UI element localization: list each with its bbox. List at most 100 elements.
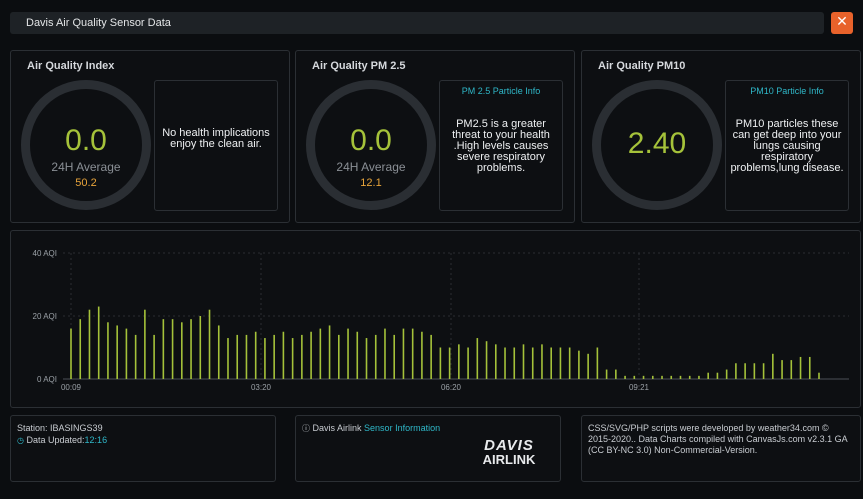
gauge-value: 0.0 — [65, 124, 107, 157]
info-link[interactable]: PM10 Particle Info — [750, 86, 824, 96]
chart-bar — [356, 331, 359, 379]
chart-bar — [578, 350, 580, 379]
chart-bar — [88, 309, 91, 379]
station-label: Station: — [17, 423, 48, 433]
chart-bar — [97, 306, 100, 379]
chart-bar — [688, 375, 691, 379]
chart-bar — [587, 353, 589, 379]
sensor-info-link[interactable]: Sensor Information — [364, 423, 441, 433]
panel-title: Air Quality Index — [27, 60, 115, 72]
gauge-subtitle: 24H Average — [336, 160, 406, 174]
chart-bar — [762, 363, 765, 379]
chart-bar — [679, 375, 682, 379]
y-tick-label: 20 AQI — [33, 312, 57, 321]
chart-bar — [384, 328, 386, 379]
info-text: PM2.5 is a greater threat to your health… — [452, 118, 550, 174]
page-title: Davis Air Quality Sensor Data — [26, 17, 171, 29]
updated-time: 12:16 — [84, 435, 108, 445]
info-box: PM 2.5 Particle Info PM2.5 is a greater … — [439, 80, 563, 211]
chart-bar — [347, 328, 349, 379]
airlink-label: Davis Airlink — [312, 423, 362, 433]
chart-bar — [264, 338, 266, 379]
chart-y-labels: 0 AQI 20 AQI 40 AQI — [33, 249, 57, 384]
chart-bar — [531, 347, 534, 379]
chart-bar — [144, 309, 146, 379]
chart-bar — [467, 347, 469, 379]
chart-bar — [651, 375, 654, 379]
chart-bar — [707, 372, 709, 379]
chart-bar — [134, 334, 137, 379]
chart-bar — [818, 372, 820, 379]
chart-bar — [301, 334, 303, 379]
chart-bar — [790, 360, 793, 379]
chart-bar — [393, 334, 396, 379]
close-icon: ✕ — [836, 14, 848, 30]
gauge-value: 0.0 — [350, 124, 392, 157]
header-bar: Davis Air Quality Sensor Data — [10, 12, 824, 34]
x-tick-label: 00:09 — [61, 383, 82, 392]
chart-bar — [125, 328, 128, 379]
chart-bar — [799, 356, 802, 379]
info-link[interactable]: PM 2.5 Particle Info — [461, 86, 541, 96]
chart-bar — [199, 316, 202, 379]
close-button[interactable]: ✕ — [831, 12, 853, 34]
chart-bar — [642, 375, 645, 379]
chart-bar — [227, 338, 229, 379]
chart-bar — [245, 334, 248, 379]
chart-bar — [291, 338, 294, 379]
chart-bar — [476, 338, 479, 379]
chart-bar — [615, 369, 617, 379]
chart-bar — [171, 319, 174, 379]
chart-bar — [808, 356, 811, 379]
chart-bar — [596, 347, 599, 379]
chart-bar — [568, 347, 571, 379]
chart-bar — [744, 363, 746, 379]
logo-davis: DAVIS — [484, 437, 534, 454]
info-box: PM10 Particle Info PM10 particles these … — [725, 80, 849, 211]
y-tick-label: 0 AQI — [37, 375, 57, 384]
aqi-gauge: 0.0 24H Average 50.2 — [21, 80, 151, 210]
chart-bar — [181, 322, 183, 379]
chart-bar — [504, 347, 506, 379]
airlink-line: ⓘ Davis Airlink Sensor Information — [302, 423, 440, 434]
davis-airlink-logo: DAVIS AIRLINK — [474, 438, 544, 467]
x-tick-label: 06:20 — [441, 383, 462, 392]
y-tick-label: 40 AQI — [33, 249, 57, 258]
chart-bar — [310, 331, 312, 379]
panel-aqi: Air Quality Index 0.0 24H Average 50.2 N… — [10, 50, 290, 223]
chart-bar — [624, 375, 626, 379]
x-tick-label: 03:20 — [251, 383, 272, 392]
chart-bar — [328, 325, 331, 379]
chart-bar — [781, 360, 783, 379]
chart-bar — [725, 369, 728, 379]
chart-bar — [402, 328, 405, 379]
station-line: Station: IBASINGS39 — [17, 423, 103, 433]
chart-bars — [70, 306, 820, 379]
updated-line: ◷ Data Updated:12:16 — [17, 435, 107, 445]
chart-bar — [338, 334, 340, 379]
pm10-gauge: 2.40 — [592, 80, 722, 210]
chart-bar — [661, 375, 663, 379]
panel-title: Air Quality PM 2.5 — [312, 60, 406, 72]
chart-bar — [254, 331, 257, 379]
aqi-chart: 0 AQI 20 AQI 40 AQI 00:09 03:20 06:20 09:21 — [33, 249, 849, 392]
clock-icon: ◷ — [17, 436, 24, 445]
chart-bar — [605, 369, 608, 379]
chart-bar — [374, 334, 377, 379]
chart-bar — [217, 325, 220, 379]
airlink-box: ⓘ Davis Airlink Sensor Information DAVIS… — [295, 415, 561, 482]
chart-bar — [698, 375, 700, 379]
panel-title: Air Quality PM10 — [598, 60, 686, 72]
chart-bar — [208, 309, 211, 379]
chart-bar — [273, 334, 275, 379]
chart-x-labels: 00:09 03:20 06:20 09:21 — [61, 383, 650, 392]
chart-bar — [716, 372, 719, 379]
chart-bar — [153, 334, 155, 379]
chart-bar — [421, 331, 423, 379]
info-text: PM10 particles these can get deep into y… — [730, 118, 844, 174]
pm25-gauge: 0.0 24H Average 12.1 — [306, 80, 436, 210]
station-id: IBASINGS39 — [50, 423, 103, 433]
credits-text: CSS/SVG/PHP scripts were developed by we… — [588, 423, 848, 455]
gauge-average: 12.1 — [360, 177, 382, 189]
chart-bar — [365, 338, 368, 379]
